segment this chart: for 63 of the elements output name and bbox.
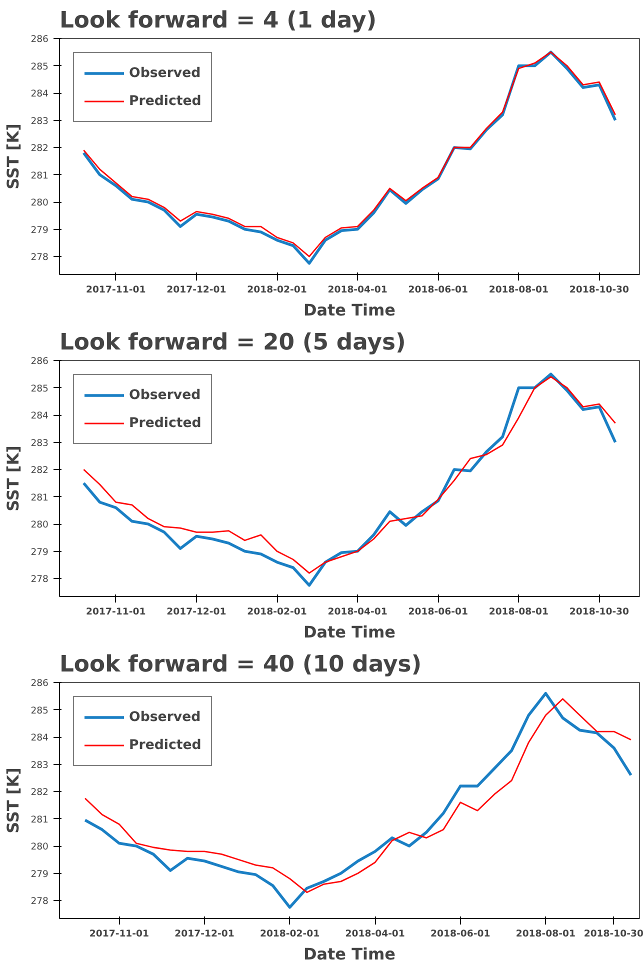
y-tick-label: 285: [30, 61, 49, 72]
legend-label: Observed: [129, 388, 201, 402]
y-tick-label: 286: [30, 34, 49, 45]
x-tick-label: 2018-08-01: [516, 928, 576, 940]
y-tick-label: 284: [30, 410, 49, 422]
y-tick-label: 282: [30, 143, 49, 154]
y-tick-label: 281: [30, 170, 49, 182]
x-tick-label: 2018-02-01: [247, 284, 307, 296]
x-tick-label: 2018-06-01: [430, 928, 490, 940]
y-tick-label: 285: [30, 705, 49, 716]
y-axis-title: SST [K]: [4, 446, 23, 512]
x-tick-label: 2017-12-01: [174, 928, 234, 940]
y-tick-label: 281: [30, 492, 49, 504]
chart-title: Look forward = 40 (10 days): [60, 652, 422, 678]
y-tick-label: 278: [30, 574, 49, 586]
x-tick-label: 2017-11-01: [89, 928, 150, 940]
y-tick-label: 286: [30, 356, 49, 367]
legend-label: Predicted: [129, 94, 202, 108]
x-tick-label: 2017-11-01: [86, 606, 146, 618]
y-tick-label: 283: [30, 760, 49, 771]
x-tick-label: 2018-02-01: [247, 606, 307, 618]
x-tick-label: 2018-10-30: [569, 284, 630, 296]
y-axis-title: SST [K]: [4, 124, 23, 190]
x-axis-title: Date Time: [303, 300, 396, 320]
x-tick-label: 2018-10-30: [569, 606, 630, 618]
x-tick-label: 2018-06-01: [408, 284, 468, 296]
x-tick-label: 2018-04-01: [328, 606, 388, 618]
x-tick-label: 2017-11-01: [86, 284, 146, 296]
y-tick-label: 281: [30, 814, 49, 826]
legend-label: Observed: [129, 710, 201, 724]
y-tick-label: 284: [30, 732, 49, 744]
x-axis-title: Date Time: [303, 944, 396, 964]
x-axis-title: Date Time: [303, 622, 396, 642]
y-tick-label: 279: [30, 224, 49, 236]
y-tick-label: 282: [30, 465, 49, 476]
y-tick-label: 283: [30, 438, 49, 449]
y-tick-label: 282: [30, 787, 49, 798]
x-tick-label: 2018-04-01: [328, 284, 388, 296]
y-tick-label: 284: [30, 88, 49, 100]
y-tick-label: 280: [30, 520, 49, 531]
x-tick-label: 2018-06-01: [408, 606, 468, 618]
y-tick-label: 280: [30, 842, 49, 853]
x-tick-label: 2018-08-01: [488, 606, 549, 618]
y-tick-label: 285: [30, 383, 49, 394]
y-tick-label: 279: [30, 546, 49, 558]
legend-label: Predicted: [129, 416, 202, 430]
y-tick-label: 279: [30, 868, 49, 880]
chart-title: Look forward = 4 (1 day): [60, 8, 377, 34]
x-tick-label: 2018-10-30: [584, 928, 643, 940]
legend-label: Predicted: [129, 738, 202, 752]
x-tick-label: 2018-08-01: [488, 284, 549, 296]
y-tick-label: 278: [30, 896, 49, 908]
y-tick-label: 278: [30, 252, 49, 264]
y-tick-label: 280: [30, 198, 49, 209]
chart-title: Look forward = 20 (5 days): [60, 330, 406, 356]
x-tick-label: 2018-02-01: [260, 928, 320, 940]
x-tick-label: 2017-12-01: [166, 284, 226, 296]
x-tick-label: 2017-12-01: [166, 606, 226, 618]
y-tick-label: 283: [30, 116, 49, 127]
y-tick-label: 286: [30, 678, 49, 689]
y-axis-title: SST [K]: [4, 768, 23, 834]
legend-label: Observed: [129, 66, 201, 80]
x-tick-label: 2018-04-01: [345, 928, 405, 940]
